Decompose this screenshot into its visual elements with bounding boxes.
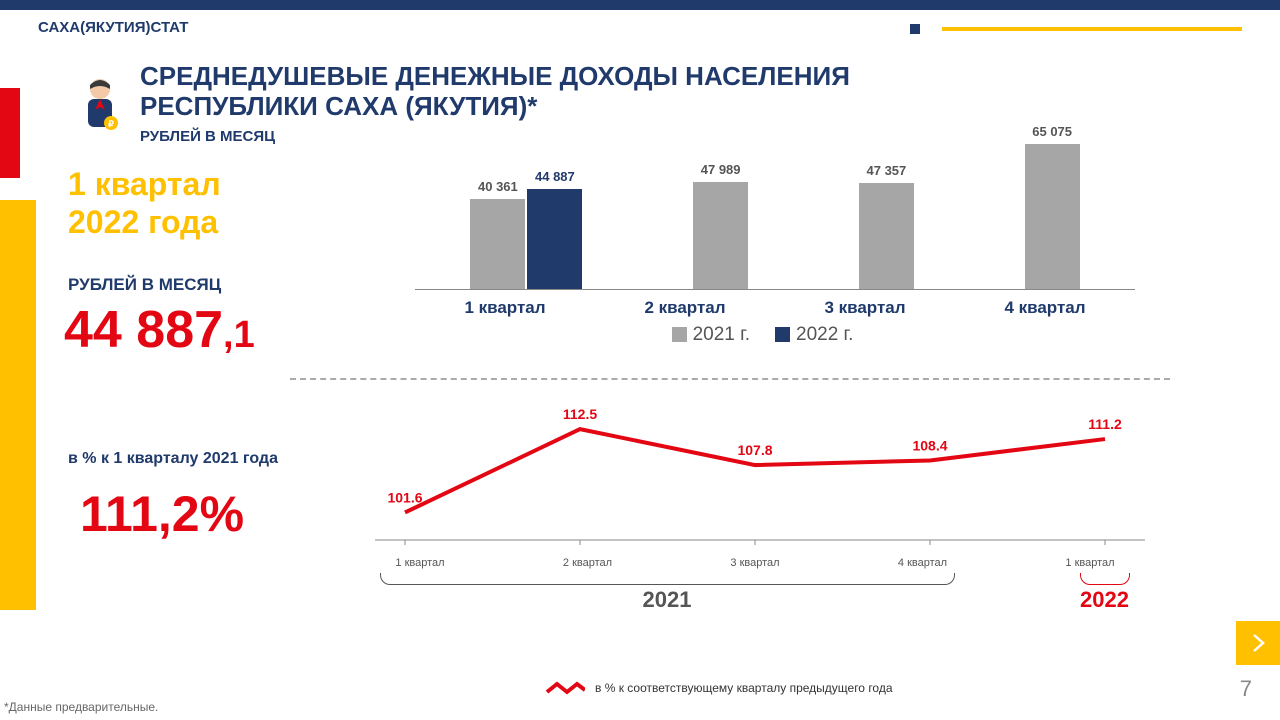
value-label: РУБЛЕЙ В МЕСЯЦ (68, 275, 221, 295)
year-brace (380, 573, 955, 585)
value-main: 44 887 (64, 301, 223, 359)
legend-swatch (775, 327, 790, 342)
legend-swatch (672, 327, 687, 342)
line-point-label: 108.4 (912, 437, 947, 453)
legend-label: 2021 г. (693, 324, 750, 345)
bar-x-label: 3 квартал (805, 298, 925, 318)
bar-group: 65 075 (1025, 144, 1080, 289)
bar-x-label: 2 квартал (625, 298, 745, 318)
line-chart: 101.6 112.5 107.8 108.4 111.2 1 квартал 2 ква… (345, 390, 1165, 620)
bar-value-label: 47 989 (701, 162, 741, 177)
period-line-1: 1 квартал (68, 165, 221, 203)
header-yellow-bar (942, 27, 1242, 31)
yellow-accent (0, 200, 36, 610)
line-legend: в % к соответствующему кварталу предыдущ… (545, 680, 893, 696)
bar-legend: 2021 г. 2022 г. (415, 324, 1135, 346)
bar-chart: 40 36144 88747 98947 35765 075 1 квартал… (415, 140, 1135, 320)
bar: 65 075 (1025, 144, 1080, 289)
line-point-label: 112.5 (563, 406, 597, 422)
big-percent: 111,2% (80, 485, 244, 543)
red-accent (0, 88, 20, 178)
page-title: СРЕДНЕДУШЕВЫЕ ДЕНЕЖНЫЕ ДОХОДЫ НАСЕЛЕНИЯ … (140, 62, 850, 122)
percent-label: в % к 1 кварталу 2021 года (68, 450, 278, 468)
year-brace-label: 2021 (643, 587, 692, 613)
dashed-divider (290, 378, 1170, 380)
line-x-label: 1 квартал (370, 557, 470, 569)
line-point-label: 101.6 (387, 489, 422, 505)
period-label: 1 квартал 2022 года (68, 165, 221, 242)
line-legend-text: в % к соответствующему кварталу предыдущ… (595, 681, 893, 695)
bar-value-label: 40 361 (478, 179, 518, 194)
bar: 47 357 (859, 183, 914, 289)
line-x-label: 2 квартал (538, 557, 638, 569)
bar-group: 40 36144 887 (470, 189, 582, 289)
subtitle: РУБЛЕЙ В МЕСЯЦ (140, 128, 275, 145)
bar-value-label: 65 075 (1032, 124, 1072, 139)
year-brace (1080, 573, 1130, 585)
bar-group: 47 989 (693, 182, 748, 289)
bar-value-label: 47 357 (866, 163, 906, 178)
bar: 44 887 (527, 189, 582, 289)
year-brace-label: 2022 (1080, 587, 1129, 613)
line-x-label: 3 квартал (705, 557, 805, 569)
zigzag-icon (545, 680, 585, 696)
bar-value-label: 44 887 (535, 169, 575, 184)
big-value: 44 887,1 (64, 300, 255, 360)
footnote: *Данные предварительные. (4, 700, 158, 714)
bar-x-label: 4 квартал (985, 298, 1105, 318)
line-x-label: 1 квартал (1040, 557, 1140, 569)
bar-group: 47 357 (859, 183, 914, 289)
person-icon: ₽ (75, 75, 125, 130)
line-point-label: 107.8 (737, 442, 772, 458)
org-name: САХА(ЯКУТИЯ)СТАТ (38, 19, 188, 36)
bar-x-label: 1 квартал (445, 298, 565, 318)
title-line-2: РЕСПУБЛИКИ САХА (ЯКУТИЯ)* (140, 92, 850, 122)
line-x-label: 4 квартал (873, 557, 973, 569)
chevron-right-icon (1248, 633, 1268, 653)
period-line-2: 2022 года (68, 203, 221, 241)
value-dec: ,1 (223, 314, 255, 356)
header-marker (910, 24, 920, 34)
bar: 47 989 (693, 182, 748, 289)
title-line-1: СРЕДНЕДУШЕВЫЕ ДЕНЕЖНЫЕ ДОХОДЫ НАСЕЛЕНИЯ (140, 62, 850, 92)
next-button[interactable] (1236, 621, 1280, 665)
bar: 40 361 (470, 199, 525, 289)
legend-label: 2022 г. (796, 324, 853, 345)
page-number: 7 (1240, 676, 1252, 702)
line-point-label: 111.2 (1088, 416, 1122, 432)
svg-text:₽: ₽ (108, 119, 114, 129)
